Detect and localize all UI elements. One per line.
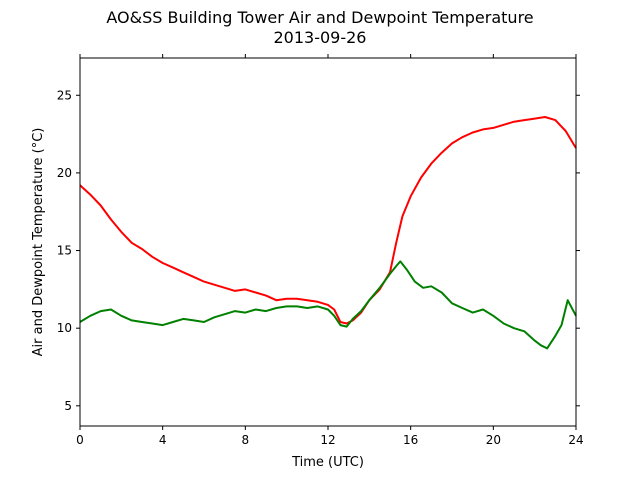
y-tick-label: 15: [57, 244, 72, 258]
x-tick-label: 16: [403, 433, 418, 447]
plot-area-frame: [79, 57, 577, 427]
chart-title: AO&SS Building Tower Air and Dewpoint Te…: [106, 8, 534, 27]
y-tick-label: 10: [57, 321, 72, 335]
y-axis-label: Air and Dewpoint Temperature (°C): [31, 128, 46, 357]
x-axis-label: Time (UTC): [291, 455, 364, 470]
y-tick-label: 5: [64, 399, 72, 413]
x-tick-label: 0: [76, 433, 84, 447]
x-tick-label: 12: [320, 433, 335, 447]
x-tick-label: 4: [159, 433, 167, 447]
x-tick-label: 24: [568, 433, 583, 447]
y-tick-label: 20: [57, 166, 72, 180]
chart-subtitle: 2013-09-26: [273, 28, 367, 47]
series-line-2: [79, 260, 577, 350]
series-line-1: [79, 116, 577, 325]
x-tick-label: 8: [242, 433, 250, 447]
x-tick-label: 20: [486, 433, 501, 447]
y-tick-label: 25: [57, 88, 72, 102]
